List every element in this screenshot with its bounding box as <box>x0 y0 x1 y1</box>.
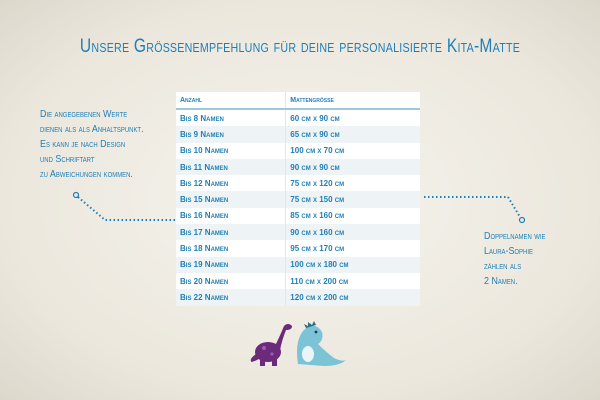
name-count-cell: Bis 15 Namen <box>176 191 287 208</box>
blue-dinosaur-icon <box>297 321 346 366</box>
double-names-note: Doppelnamen wie Laura-Sophie zählen als … <box>484 229 552 289</box>
dinosaurs-illustration <box>250 321 346 366</box>
table-row: Bis 17 Namen 90 cm x 160 cm <box>176 224 420 241</box>
mat-size-cell: 75 cm x 120 cm <box>285 175 420 192</box>
table-row: Bis 22 Namen 120 cm x 200 cm <box>176 289 420 306</box>
table-row: Bis 9 Namen 65 cm x 90 cm <box>176 126 420 143</box>
purple-dinosaur-icon <box>250 324 292 366</box>
note-line: Es kann je nach Design <box>40 138 126 150</box>
page-title: Unsere Größenempfehlung für deine person… <box>79 36 521 57</box>
note-line: und Schriftart <box>40 153 95 165</box>
connector-dot <box>518 216 526 224</box>
mat-size-cell: 60 cm x 90 cm <box>285 109 420 127</box>
column-header-size: Mattengröße <box>285 92 420 110</box>
table-header-row: Anzahl Mattengröße <box>176 92 420 110</box>
name-count-cell: Bis 16 Namen <box>176 207 287 225</box>
column-header-count: Anzahl <box>176 92 287 110</box>
note-line: zählen als <box>484 260 522 272</box>
name-count-cell: Bis 22 Namen <box>176 289 287 306</box>
table-row: Bis 16 Namen 85 cm x 160 cm <box>176 207 420 225</box>
table-row: Bis 11 Namen 90 cm x 90 cm <box>176 158 420 176</box>
table-row: Bis 18 Namen 95 cm x 170 cm <box>176 240 420 257</box>
table-row: Bis 15 Namen 75 cm x 150 cm <box>176 191 420 208</box>
note-line: 2 Namen. <box>484 275 518 287</box>
mat-size-cell: 100 cm x 180 cm <box>285 256 420 273</box>
name-count-cell: Bis 18 Namen <box>176 240 287 257</box>
note-line: Die angegebenen Werte <box>40 108 128 120</box>
name-count-cell: Bis 9 Namen <box>176 126 287 143</box>
name-count-cell: Bis 17 Namen <box>176 224 287 241</box>
right-connector <box>424 196 521 218</box>
note-line: Doppelnamen wie <box>484 230 546 242</box>
name-count-cell: Bis 12 Namen <box>176 175 287 192</box>
mat-size-cell: 120 cm x 200 cm <box>285 289 420 306</box>
table-row: Bis 20 Namen 110 cm x 200 cm <box>176 272 420 290</box>
table-row: Bis 12 Namen 75 cm x 120 cm <box>176 175 420 192</box>
name-count-cell: Bis 20 Namen <box>176 272 287 290</box>
name-count-cell: Bis 11 Namen <box>176 158 287 176</box>
mat-size-cell: 65 cm x 90 cm <box>285 126 420 143</box>
size-disclaimer-note: Die angegebenen Werte dienen als als Anh… <box>40 107 185 182</box>
mat-size-cell: 85 cm x 160 cm <box>285 207 420 225</box>
note-line: dienen als als Anhaltspunkt. <box>40 123 144 135</box>
table-row: Bis 10 Namen 100 cm x 70 cm <box>176 142 420 159</box>
name-count-cell: Bis 8 Namen <box>176 109 287 127</box>
mat-size-cell: 110 cm x 200 cm <box>285 272 420 290</box>
mat-size-cell: 75 cm x 150 cm <box>285 191 420 208</box>
mat-size-cell: 90 cm x 90 cm <box>285 158 420 176</box>
left-connector <box>77 196 175 221</box>
connector-dot <box>72 191 80 199</box>
table-row: Bis 8 Namen 60 cm x 90 cm <box>176 109 420 127</box>
note-line: Laura-Sophie <box>484 245 533 257</box>
table-row: Bis 19 Namen 100 cm x 180 cm <box>176 256 420 273</box>
name-count-cell: Bis 19 Namen <box>176 256 287 273</box>
note-line: zu Abweichungen kommen. <box>40 168 133 180</box>
mat-size-cell: 100 cm x 70 cm <box>285 142 420 159</box>
mat-size-cell: 90 cm x 160 cm <box>285 224 420 241</box>
name-count-cell: Bis 10 Namen <box>176 142 287 159</box>
size-table: Anzahl Mattengröße Bis 8 Namen 60 cm x 90… <box>176 92 420 306</box>
mat-size-cell: 95 cm x 170 cm <box>285 240 420 257</box>
